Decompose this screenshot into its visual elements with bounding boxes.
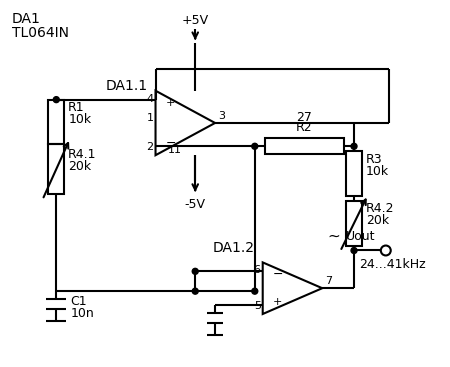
Circle shape [351, 143, 357, 149]
Bar [48, 144, 64, 194]
Text: 27: 27 [297, 112, 312, 124]
Text: R3: R3 [366, 153, 382, 166]
Bar [48, 99, 64, 144]
Text: R1: R1 [68, 101, 85, 114]
Bar [265, 138, 344, 154]
Text: 24...41kHz: 24...41kHz [359, 258, 426, 271]
Text: Uout: Uout [346, 230, 376, 243]
Text: 3: 3 [218, 111, 225, 121]
Text: C1: C1 [70, 295, 87, 308]
Text: +5V: +5V [182, 14, 209, 27]
Text: 6: 6 [254, 265, 261, 275]
Text: TL064IN: TL064IN [12, 26, 69, 40]
Text: +: + [273, 297, 282, 307]
Text: R4.2: R4.2 [366, 202, 395, 215]
Text: -5V: -5V [185, 198, 206, 211]
Circle shape [252, 143, 258, 149]
Text: +: + [166, 98, 175, 108]
Text: DA1.2: DA1.2 [213, 240, 255, 254]
Text: 1: 1 [147, 113, 153, 123]
Text: ∼: ∼ [328, 229, 341, 244]
Text: 4: 4 [146, 94, 153, 103]
Text: R4.1: R4.1 [68, 148, 97, 161]
Text: 5: 5 [254, 301, 261, 311]
Text: 2: 2 [146, 142, 153, 152]
Text: R2: R2 [296, 121, 313, 134]
Text: −: − [273, 268, 283, 281]
Text: 10k: 10k [366, 164, 389, 178]
Text: 7: 7 [325, 276, 333, 286]
Text: 11: 11 [167, 145, 181, 155]
Text: 20k: 20k [68, 160, 91, 172]
Text: 10n: 10n [70, 306, 94, 320]
Circle shape [53, 97, 59, 103]
Text: 10k: 10k [68, 113, 91, 126]
Text: DA1: DA1 [12, 12, 40, 26]
Circle shape [192, 268, 198, 274]
Text: DA1.1: DA1.1 [106, 79, 148, 93]
Circle shape [192, 288, 198, 294]
Bar [346, 201, 362, 246]
Text: 20k: 20k [366, 214, 389, 227]
Text: −: − [166, 137, 176, 150]
Circle shape [252, 288, 258, 294]
Bar [346, 151, 362, 196]
Circle shape [351, 247, 357, 254]
